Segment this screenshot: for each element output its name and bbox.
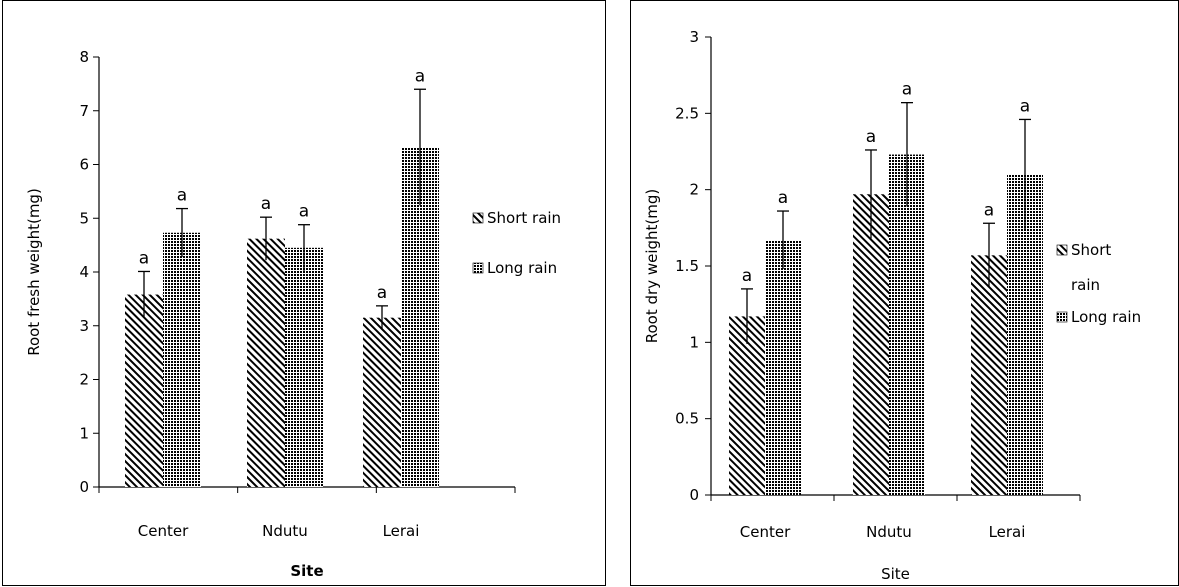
y-tick-label: 2 (689, 181, 699, 199)
bar-short-rain-lerai (971, 255, 1007, 495)
y-tick-label: 1 (689, 333, 699, 351)
y-tick-label: 2.5 (675, 104, 699, 122)
significance-letter: a (1020, 96, 1030, 116)
y-axis-title: Root dry weight(mg) (643, 189, 661, 344)
y-tick-label: 2 (79, 371, 89, 389)
legend-label: rain (1071, 276, 1100, 294)
bar-long-rain-center (163, 232, 201, 487)
y-tick-label: 0.5 (675, 410, 699, 428)
y-tick-label: 5 (79, 209, 89, 227)
significance-letter: a (902, 80, 912, 100)
legend-swatch-short-rain (1056, 244, 1068, 256)
legend-label: Long rain (1071, 308, 1141, 326)
x-tick-label: Ndutu (262, 522, 308, 540)
x-tick-label: Center (740, 523, 791, 541)
bar-long-rain-ndutu (285, 247, 323, 487)
bar-long-rain-ndutu (889, 154, 925, 495)
significance-letter: a (139, 248, 149, 268)
bar-long-rain-center (765, 240, 801, 495)
legend-swatch-short-rain (472, 212, 484, 224)
y-tick-label: 8 (79, 48, 89, 66)
legend-label: Long rain (487, 259, 557, 277)
significance-letter: a (299, 202, 309, 222)
bar-short-rain-center (125, 294, 163, 487)
significance-letter: a (261, 194, 271, 214)
y-tick-label: 1 (79, 424, 89, 442)
significance-letter: a (177, 186, 187, 206)
chart-root-fresh-weight: 0 1 2 3 4 5 6 7 8 a a a a a a Center Ndutu Lerai Site Root … (25, 48, 561, 580)
bar-short-rain-ndutu (247, 238, 285, 487)
y-tick-label: 4 (79, 263, 89, 281)
significance-letter: a (866, 127, 876, 147)
chart-panel-root-dry-weight: 0 0.5 1 1.5 2 2.5 3 a a a a a a Center Ndutu Lerai Site R… (630, 0, 1179, 586)
legend-label: Short rain (487, 209, 561, 227)
x-tick-label: Ndutu (866, 523, 912, 541)
y-tick-label: 7 (79, 102, 89, 120)
y-tick-label: 1.5 (675, 257, 699, 275)
x-tick-label: Lerai (989, 523, 1026, 541)
legend-swatch-long-rain (1056, 311, 1068, 323)
significance-letter: a (377, 283, 387, 303)
y-tick-label: 0 (689, 486, 699, 504)
x-tick-label: Lerai (383, 522, 420, 540)
x-axis-title: Site (881, 565, 910, 583)
y-tick-label: 6 (79, 156, 89, 174)
y-tick-label: 0 (79, 478, 89, 496)
bar-short-rain-ndutu (853, 194, 889, 495)
x-tick-label: Center (138, 522, 189, 540)
bar-short-rain-lerai (363, 317, 401, 487)
legend-swatch-long-rain (472, 262, 484, 274)
significance-letter: a (984, 200, 994, 220)
y-axis-title: Root fresh weight(mg) (25, 188, 43, 356)
significance-letter: a (742, 266, 752, 286)
chart-panel-root-fresh-weight: 0 1 2 3 4 5 6 7 8 a a a a a a Center Ndutu Lerai Site Root … (2, 0, 606, 586)
bar-short-rain-center (729, 316, 765, 495)
y-tick-label: 3 (689, 28, 699, 46)
y-tick-label: 3 (79, 317, 89, 335)
legend-label: Short (1071, 241, 1111, 259)
significance-letter: a (778, 188, 788, 208)
x-axis-title: Site (290, 562, 323, 580)
significance-letter: a (415, 66, 425, 86)
chart-root-dry-weight: 0 0.5 1 1.5 2 2.5 3 a a a a a a Center Ndutu Lerai Site R… (643, 28, 1141, 583)
